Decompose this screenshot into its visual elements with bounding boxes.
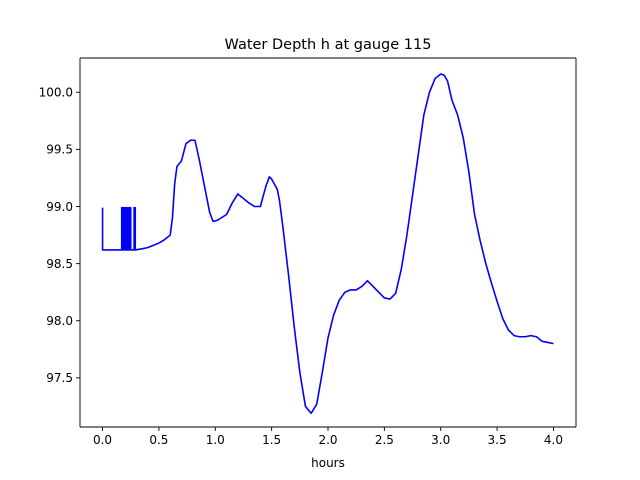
plot-background bbox=[80, 58, 576, 427]
x-tick-label: 1.5 bbox=[262, 433, 281, 447]
y-tick-label: 99.5 bbox=[46, 143, 73, 157]
x-tick-label: 3.0 bbox=[431, 433, 450, 447]
x-tick-label: 3.5 bbox=[488, 433, 507, 447]
x-tick-label: 1.0 bbox=[206, 433, 225, 447]
y-tick-label: 99.0 bbox=[46, 200, 73, 214]
y-tick-label: 98.0 bbox=[46, 314, 73, 328]
series-line-0 bbox=[101, 73, 554, 415]
x-tick-label: 2.0 bbox=[318, 433, 337, 447]
y-axis-ticks: 97.5 98.0 98.5 99.0 99.5 100.0 bbox=[39, 86, 80, 385]
chart-title: Water Depth h at gauge 115 bbox=[225, 37, 432, 53]
x-axis-label: hours bbox=[311, 456, 345, 470]
plot-area bbox=[80, 58, 576, 427]
y-tick-label: 100.0 bbox=[39, 86, 73, 100]
x-tick-label: 0.0 bbox=[93, 433, 112, 447]
y-tick-label: 98.5 bbox=[46, 257, 73, 271]
x-tick-label: 4.0 bbox=[544, 433, 563, 447]
x-tick-label: 0.5 bbox=[149, 433, 168, 447]
x-axis-ticks: 0.0 0.5 1.0 1.5 2.0 2.5 3.0 3.5 4.0 bbox=[93, 427, 563, 447]
series-layer bbox=[101, 73, 554, 415]
y-tick-label: 97.5 bbox=[46, 371, 73, 385]
x-tick-label: 2.5 bbox=[375, 433, 394, 447]
